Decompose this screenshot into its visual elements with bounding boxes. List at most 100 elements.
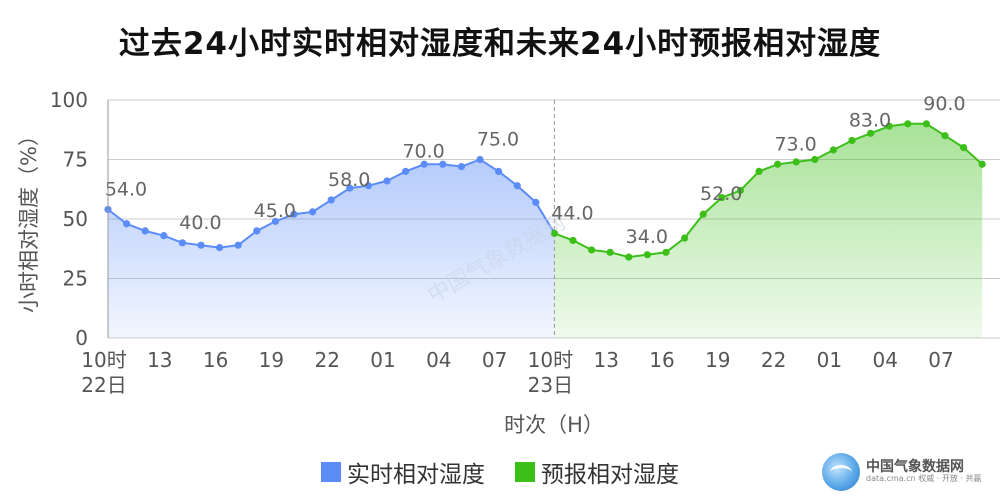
x-tick-label: 19 xyxy=(259,348,284,372)
legend-swatch-observed xyxy=(321,462,341,482)
data-label: 73.0 xyxy=(774,133,816,155)
data-point[interactable] xyxy=(588,246,596,254)
data-point[interactable] xyxy=(755,167,763,175)
data-point[interactable] xyxy=(960,144,968,152)
series-areas xyxy=(108,123,983,338)
data-point[interactable] xyxy=(792,158,800,166)
data-label: 45.0 xyxy=(254,200,296,222)
data-point[interactable] xyxy=(681,234,689,242)
data-labels: 54.0 40.0 45.0 58.0 70.0 75.0 44.0 34.0 52.0 73.0… xyxy=(105,93,966,248)
x-tick-label: 16 xyxy=(649,348,674,372)
legend-label-forecast: 预报相对湿度 xyxy=(541,462,679,488)
x-tick-date-label: 22日 xyxy=(81,373,126,397)
data-point[interactable] xyxy=(420,160,428,168)
data-point[interactable] xyxy=(643,251,652,259)
x-tick-label: 07 xyxy=(482,348,507,372)
data-label: 83.0 xyxy=(849,109,891,131)
data-label: 34.0 xyxy=(626,226,668,248)
data-point[interactable] xyxy=(476,155,484,164)
data-point[interactable] xyxy=(885,122,893,130)
y-tick-label: 100 xyxy=(50,88,88,112)
legend-item-forecast[interactable]: 预报相对湿度 xyxy=(515,455,679,489)
data-point[interactable] xyxy=(253,227,261,235)
data-label: 54.0 xyxy=(105,178,147,200)
data-point[interactable] xyxy=(271,217,279,225)
data-point[interactable] xyxy=(904,120,912,128)
series-area-0 xyxy=(108,159,555,338)
data-point[interactable] xyxy=(941,132,949,140)
data-point[interactable] xyxy=(513,182,521,190)
data-point[interactable] xyxy=(532,198,540,206)
x-tick-label: 22 xyxy=(314,348,339,372)
logo-main-text: 中国气象数据网 xyxy=(866,458,964,475)
y-tick-label: 75 xyxy=(63,148,88,172)
data-point[interactable] xyxy=(495,167,503,175)
data-point[interactable] xyxy=(457,163,465,171)
data-point[interactable] xyxy=(402,167,410,175)
data-label: 44.0 xyxy=(551,202,593,224)
data-point[interactable] xyxy=(829,146,838,154)
data-point[interactable] xyxy=(606,248,614,256)
x-axis-title: 时次（H） xyxy=(504,413,604,437)
data-point[interactable] xyxy=(309,208,317,216)
data-point[interactable] xyxy=(550,229,559,237)
data-point[interactable] xyxy=(234,241,242,249)
x-tick-label: 04 xyxy=(426,348,451,372)
y-tick-label: 50 xyxy=(63,207,88,231)
legend-swatch-forecast xyxy=(515,462,535,482)
x-tick-label: 07 xyxy=(928,348,953,372)
data-label: 52.0 xyxy=(700,183,742,205)
cma-logo: 中国气象数据网 data.cma.cn 权威 · 开放 · 共赢 xyxy=(822,452,982,492)
data-point[interactable] xyxy=(625,253,633,261)
data-point[interactable] xyxy=(811,155,819,164)
x-tick-label: 01 xyxy=(817,348,842,372)
data-point[interactable] xyxy=(160,232,168,240)
data-point[interactable] xyxy=(327,196,335,204)
data-label: 70.0 xyxy=(402,140,444,162)
x-tick-label: 13 xyxy=(147,348,172,372)
data-point[interactable] xyxy=(699,210,707,218)
data-point[interactable] xyxy=(848,136,856,145)
x-tick-label: 13 xyxy=(593,348,618,372)
legend: 实时相对湿度 预报相对湿度 xyxy=(0,455,1000,489)
data-point[interactable] xyxy=(290,210,298,218)
data-point[interactable] xyxy=(718,193,726,202)
data-point[interactable] xyxy=(141,227,149,235)
legend-label-observed: 实时相对湿度 xyxy=(347,462,485,488)
data-point[interactable] xyxy=(123,220,131,228)
y-axis-title: 小时相对湿度（%） xyxy=(17,125,41,313)
x-tick-label: 19 xyxy=(705,348,730,372)
x-tick-label: 22 xyxy=(761,348,786,372)
x-tick-label: 16 xyxy=(203,348,228,372)
data-point[interactable] xyxy=(346,184,354,192)
x-tick-label: 10时 xyxy=(528,348,573,372)
data-label: 58.0 xyxy=(328,169,370,191)
series-area-1 xyxy=(554,123,983,338)
y-tick-label: 0 xyxy=(75,326,88,350)
data-point[interactable] xyxy=(439,160,447,168)
chart-title: 过去24小时实时相对湿度和未来24小时预报相对湿度 xyxy=(118,26,882,62)
data-point[interactable] xyxy=(569,236,577,245)
data-point[interactable] xyxy=(383,177,391,185)
data-point[interactable] xyxy=(216,243,224,252)
x-tick-label: 04 xyxy=(872,348,897,372)
data-point[interactable] xyxy=(364,182,372,190)
cma-logo-icon xyxy=(822,453,860,491)
data-point[interactable] xyxy=(662,248,670,256)
logo-sub-text: data.cma.cn 权威 · 开放 · 共赢 xyxy=(866,474,982,484)
data-point[interactable] xyxy=(922,120,931,128)
data-label: 40.0 xyxy=(179,212,221,234)
x-tick-label: 10时 xyxy=(81,348,126,372)
data-point[interactable] xyxy=(178,239,186,247)
data-point[interactable] xyxy=(978,160,986,168)
data-point[interactable] xyxy=(774,160,782,168)
data-label: 75.0 xyxy=(477,129,519,151)
series-points xyxy=(104,120,986,261)
legend-item-observed[interactable]: 实时相对湿度 xyxy=(321,455,485,489)
data-point[interactable] xyxy=(867,129,875,137)
data-point[interactable] xyxy=(736,186,745,195)
data-label: 90.0 xyxy=(923,93,965,115)
data-point[interactable] xyxy=(197,241,205,249)
